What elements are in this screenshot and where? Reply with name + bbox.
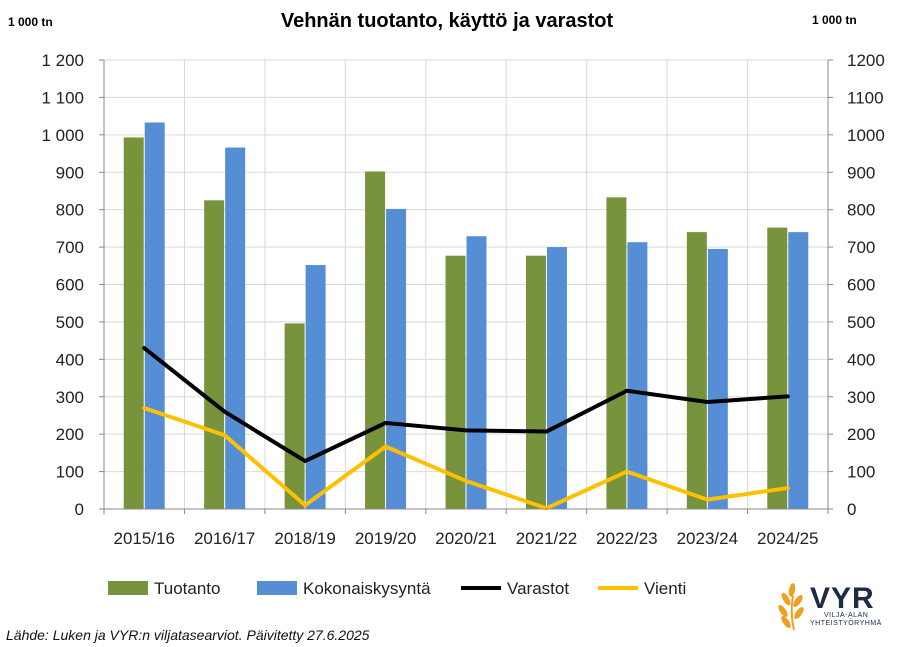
vyr-logo: VYR VILJA-ALAN YHTEISTYÖRYHMÄ [772,582,897,632]
x-tick-label: 2023/24 [677,529,738,548]
y-tick-left: 800 [56,201,84,220]
y-tick-right: 400 [847,350,875,369]
y-tick-right: 700 [847,238,875,257]
line-vienti [142,405,790,511]
bar-tuotanto [204,200,225,509]
left-axis-unit: 1 000 tn [8,15,53,29]
bar-kokonaiskysyntä [386,208,407,509]
y-tick-left: 1 100 [41,88,84,107]
bar-tuotanto [284,323,305,509]
bar-kokonaiskysyntä [144,122,165,509]
y-tick-right: 100 [847,463,875,482]
bar-kokonaiskysyntä [788,232,809,509]
wheat-icon [778,583,804,631]
y-tick-left: 500 [56,313,84,332]
legend-label-tuotanto: Tuotanto [154,579,220,598]
x-tick-label: 2022/23 [596,529,657,548]
y-tick-right: 900 [847,163,875,182]
bar-tuotanto [445,255,466,509]
y-tick-left: 300 [56,388,84,407]
x-tick-label: 2024/25 [757,529,818,548]
logo-subtitle-line2: YHTEISTYÖRYHMÄ [810,620,882,627]
bar-tuotanto [123,137,144,509]
y-tick-left: 900 [56,163,84,182]
y-tick-left: 100 [56,463,84,482]
y-tick-left: 0 [75,500,84,519]
logo-wordmark: VYR [810,582,875,615]
bar-tuotanto [606,197,627,510]
y-tick-right: 500 [847,313,875,332]
bar-tuotanto [767,227,788,510]
bar-kokonaiskysyntä [225,147,246,509]
axes: 0 0 100 100 200 200 300 300 400 400 500 500 600 600 70… [41,51,884,548]
legend-label-vienti: Vienti [644,579,686,598]
legend-swatch-tuotanto [108,581,148,595]
source-note: Lähde: Luken ja VYR:n viljatasearviot. P… [6,627,370,643]
bar-kokonaiskysyntä [546,247,567,510]
y-tick-right: 300 [847,388,875,407]
x-tick-label: 2020/21 [435,529,496,548]
x-tick-label: 2015/16 [113,529,174,548]
x-tick-label: 2021/22 [516,529,577,548]
x-tick-label: 2018/19 [274,529,335,548]
y-tick-right: 0 [847,500,856,519]
lines [142,346,790,511]
bar-kokonaiskysyntä [627,242,648,509]
y-tick-right: 1200 [847,51,885,70]
y-tick-right: 1000 [847,126,885,145]
y-tick-left: 1 200 [41,51,84,70]
legend-label-kokonaiskysyntä: Kokonaiskysyntä [303,579,431,598]
y-tick-left: 400 [56,350,84,369]
x-tick-label: 2019/20 [355,529,416,548]
bar-kokonaiskysyntä [305,265,326,509]
line-varastot [142,346,790,464]
x-tick-label: 2016/17 [194,529,255,548]
y-tick-right: 800 [847,201,875,220]
y-tick-left: 1 000 [41,126,84,145]
chart-title: Vehnän tuotanto, käyttö ja varastot [281,10,614,32]
y-tick-right: 1100 [847,88,884,107]
y-tick-left: 200 [56,425,84,444]
y-tick-left: 700 [56,238,84,257]
y-tick-right: 600 [847,276,875,295]
right-axis-unit: 1 000 tn [812,13,857,27]
bars [123,122,809,510]
logo-subtitle-line1: VILJA-ALAN [824,612,869,619]
y-tick-right: 200 [847,425,875,444]
bar-tuotanto [525,255,546,509]
bar-tuotanto [686,232,707,509]
legend: Tuotanto Kokonaiskysyntä Varastot Vienti [108,579,686,598]
y-tick-left: 600 [56,276,84,295]
legend-label-varastot: Varastot [507,579,569,598]
bar-kokonaiskysyntä [707,248,728,509]
legend-swatch-kokonaiskysyntä [257,581,297,595]
logo-subtitle: VILJA-ALAN YHTEISTYÖRYHMÄ [810,612,882,628]
bar-kokonaiskysyntä [466,236,487,510]
